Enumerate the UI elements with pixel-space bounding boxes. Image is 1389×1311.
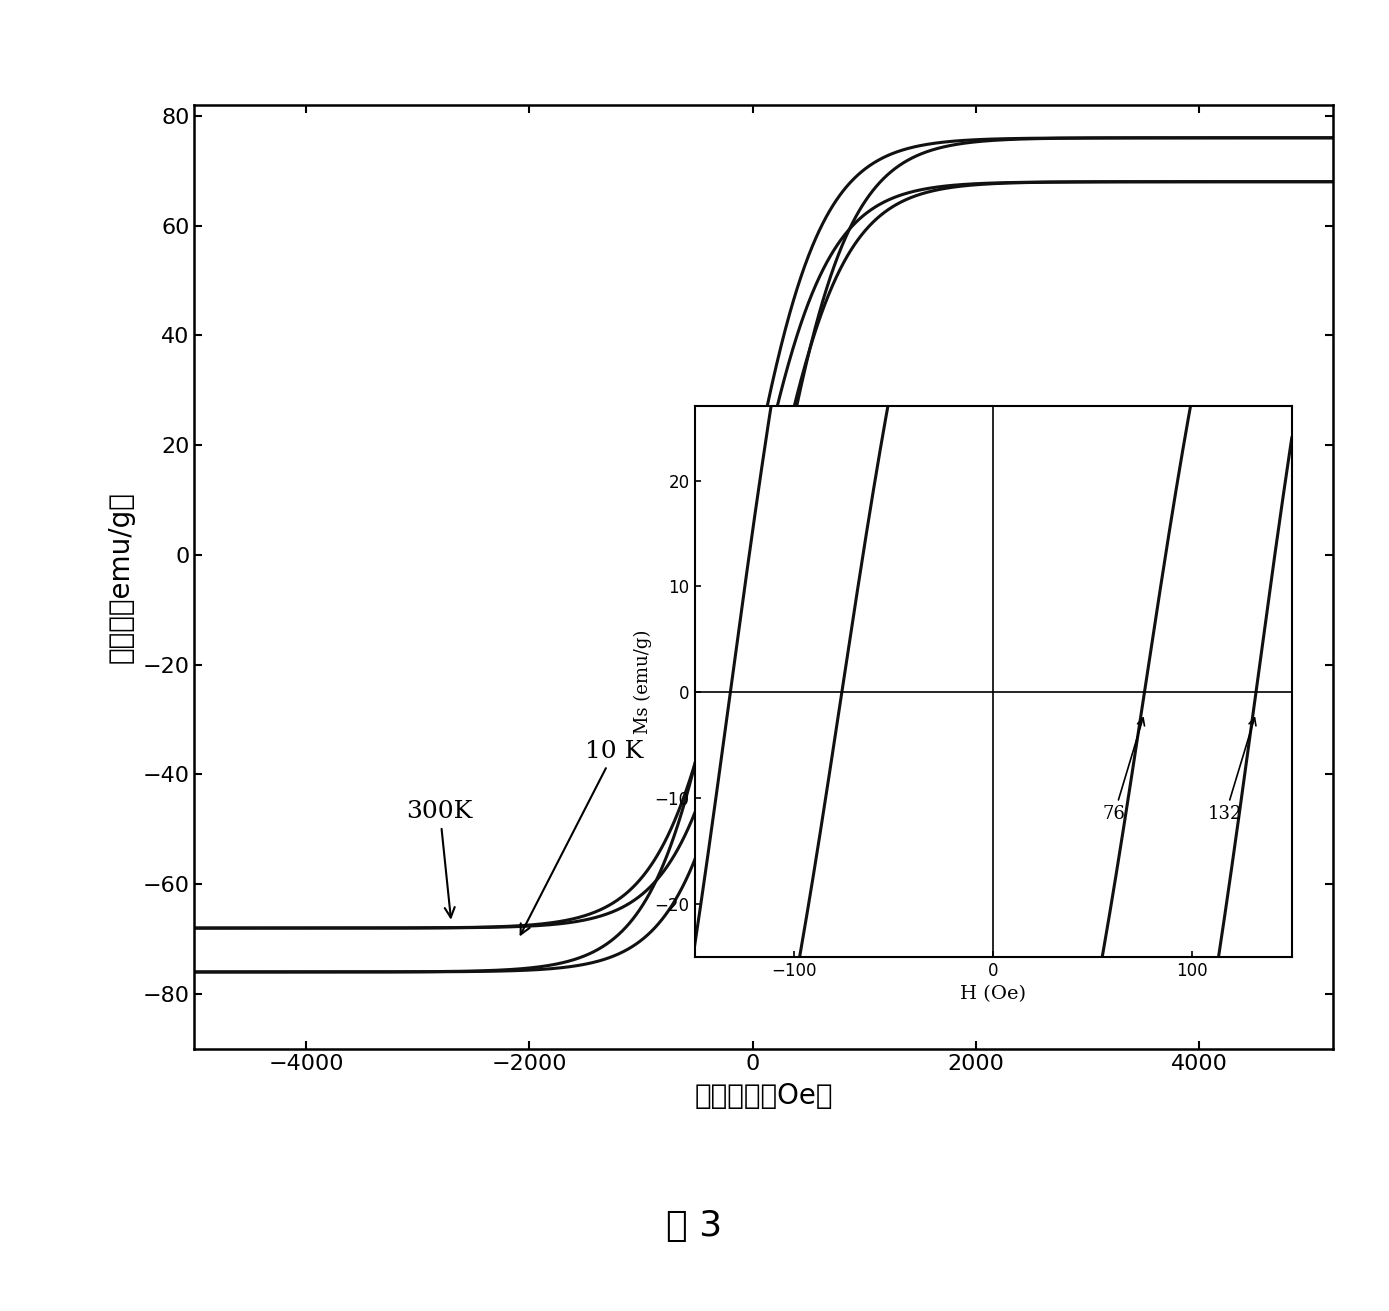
Text: 76: 76 [1103, 718, 1145, 823]
Text: 10 K: 10 K [521, 739, 643, 935]
Text: 300K: 300K [407, 800, 474, 918]
Y-axis label: Ms (emu/g): Ms (emu/g) [633, 629, 651, 734]
X-axis label: H (Oe): H (Oe) [960, 986, 1026, 1003]
X-axis label: 磁场强度（Oe）: 磁场强度（Oe） [694, 1082, 833, 1110]
Y-axis label: 磁化率（emu/g）: 磁化率（emu/g） [107, 490, 135, 663]
Text: 图 3: 图 3 [667, 1209, 722, 1243]
Text: 132: 132 [1208, 718, 1256, 823]
